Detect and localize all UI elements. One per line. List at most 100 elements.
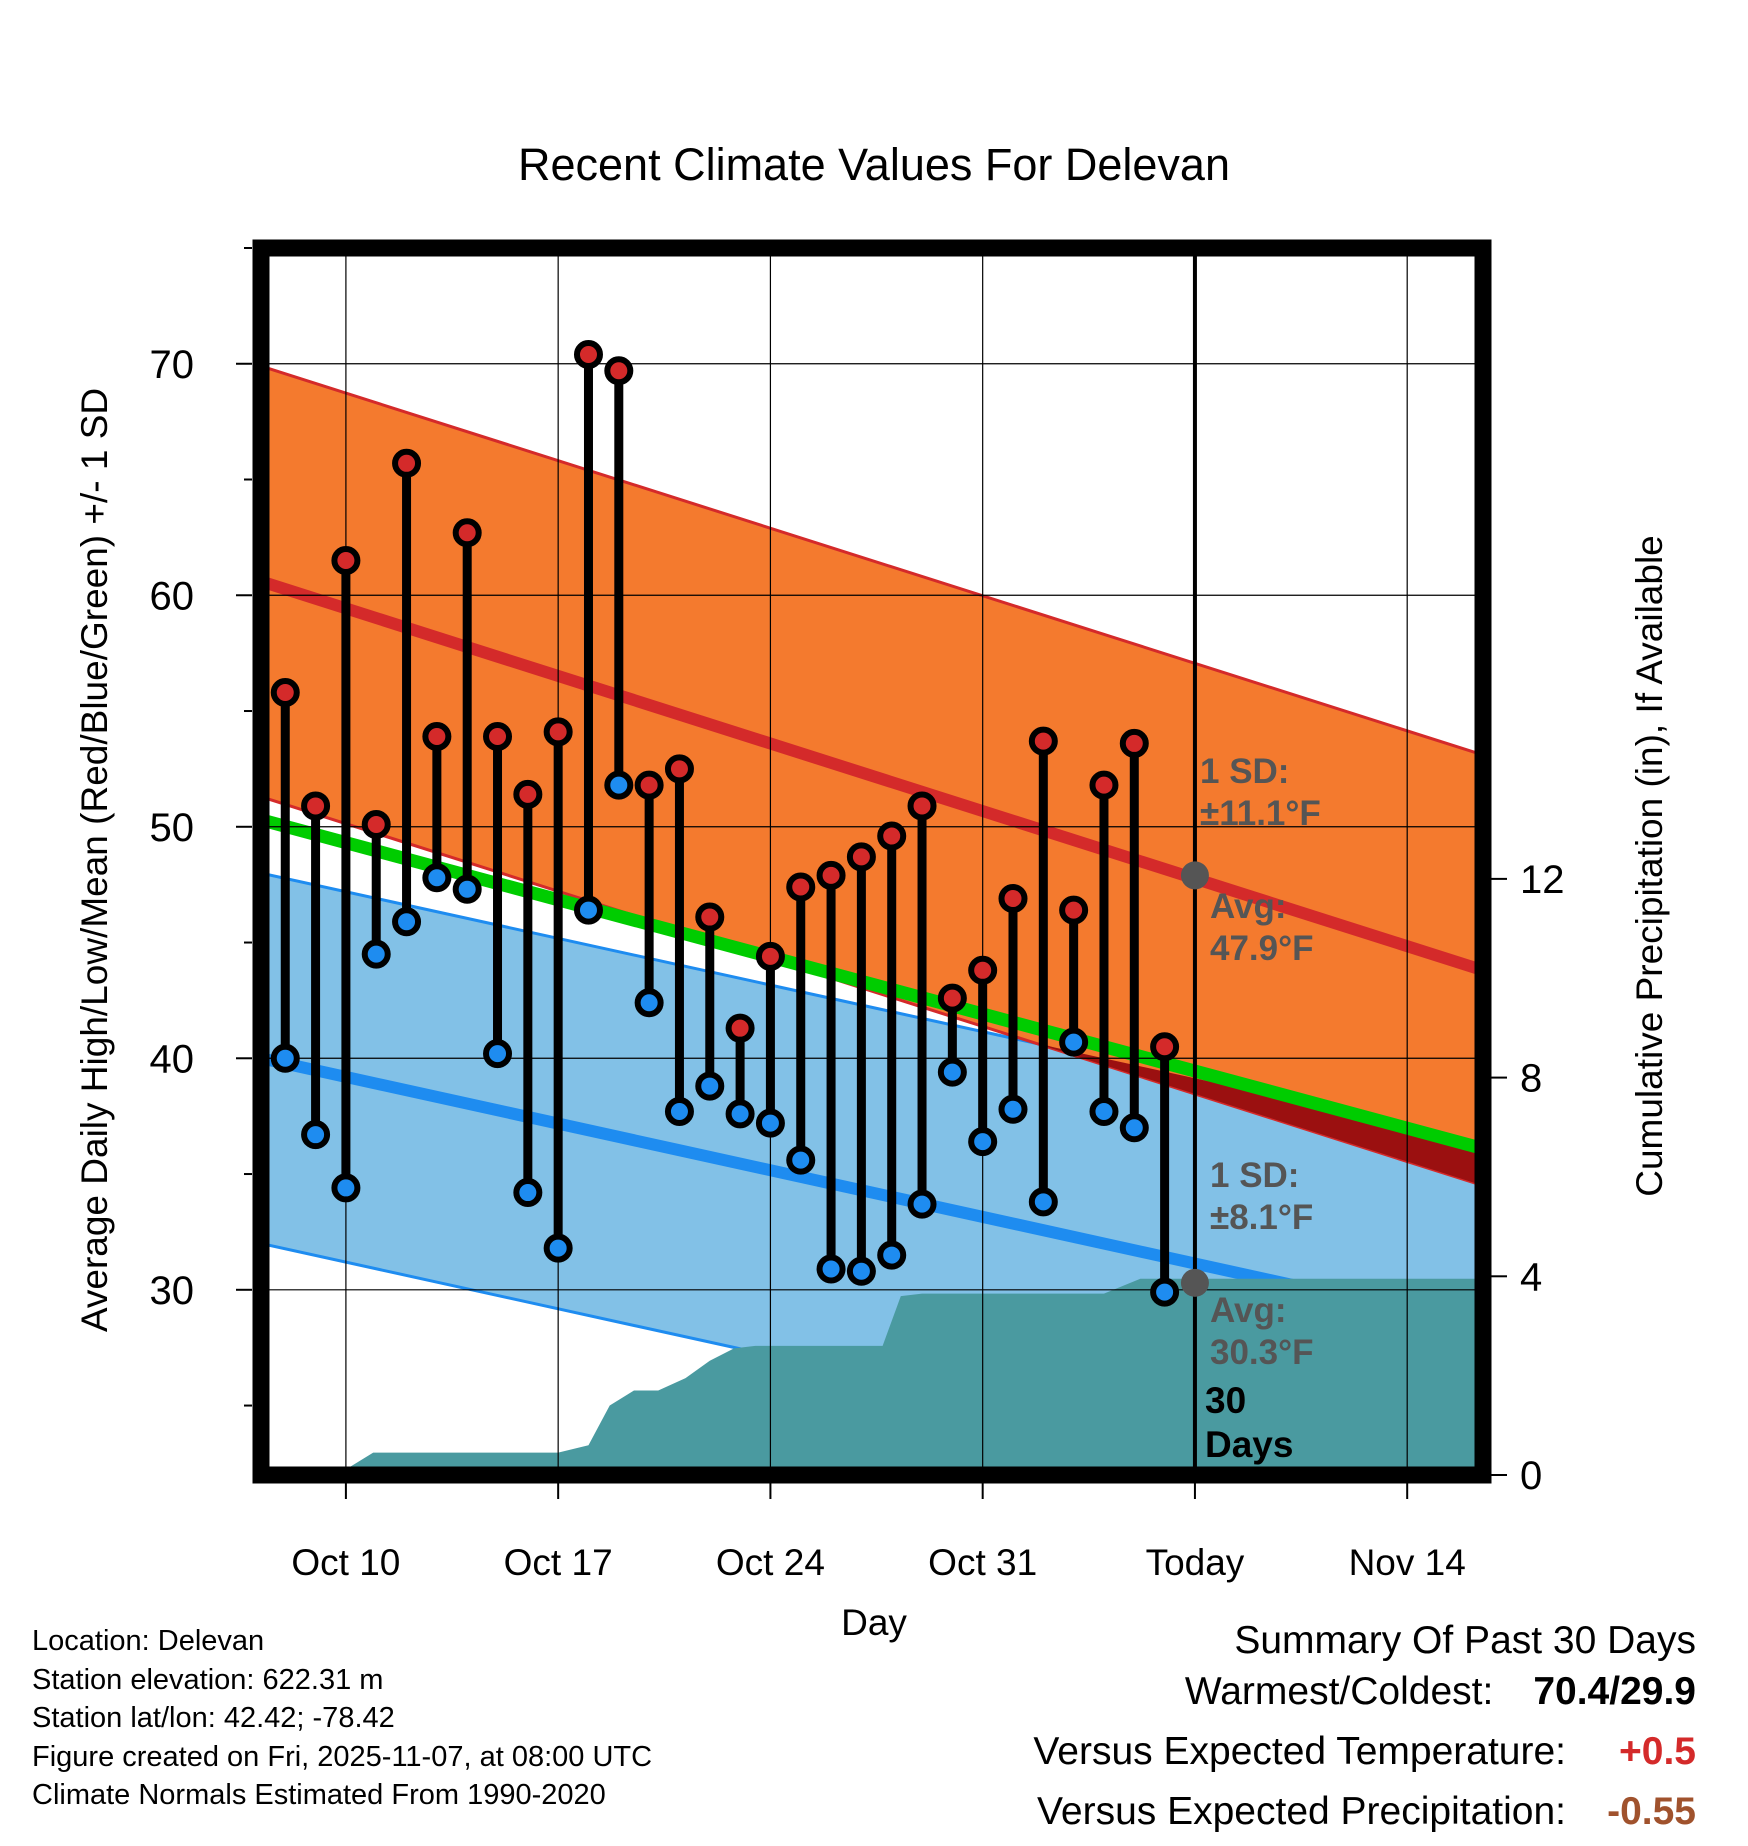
low-point — [543, 1233, 573, 1263]
chart-title: Recent Climate Values For Delevan — [518, 139, 1230, 190]
low-point — [270, 1043, 300, 1073]
low-point — [786, 1145, 816, 1175]
low-point — [573, 895, 603, 925]
high-point — [1119, 728, 1149, 758]
temp-label: Versus Expected Temperature: — [1033, 1730, 1566, 1773]
low-point — [361, 939, 391, 969]
low-point — [604, 770, 634, 800]
high-sd-annotation: 1 SD: ±11.1°F — [1200, 752, 1321, 833]
high-point — [907, 791, 937, 821]
low-avg-annotation-line: Avg: — [1210, 1291, 1286, 1330]
y-tick-label-left: 50 — [150, 806, 195, 850]
low-point — [877, 1240, 907, 1270]
plot-frame — [252, 239, 1492, 1484]
high-point — [664, 754, 694, 784]
y-tick-label-right: 0 — [1520, 1454, 1542, 1498]
x-tick-label: Nov 14 — [1349, 1542, 1466, 1583]
high-avg-annotation-line: Avg: — [1210, 887, 1286, 926]
elevation-text: Station elevation: 622.31 m — [32, 1663, 384, 1696]
y-axis-right-label: Cumulative Precipitation (in), If Availa… — [1629, 535, 1670, 1197]
days-annotation-line: Days — [1205, 1424, 1293, 1465]
high-point — [786, 872, 816, 902]
low-sd-annotation-line: 1 SD: — [1210, 1156, 1299, 1195]
today-low-marker — [1180, 1268, 1209, 1297]
y-tick-label-right: 12 — [1520, 858, 1565, 902]
days-annotation: 30 Days — [1205, 1380, 1293, 1465]
low-point — [422, 863, 452, 893]
latlon-text: Station lat/lon: 42.42; -78.42 — [32, 1702, 395, 1734]
low-sd-annotation: 1 SD: ±8.1°F — [1210, 1156, 1313, 1237]
low-point — [1089, 1097, 1119, 1127]
location-text: Location: Delevan — [32, 1625, 265, 1657]
low-point — [1119, 1113, 1149, 1143]
low-point — [907, 1189, 937, 1219]
low-point — [634, 988, 664, 1018]
warm-cold-label: Warmest/Coldest: — [1184, 1670, 1494, 1713]
high-point — [877, 821, 907, 851]
low-avg-annotation-line: 30.3°F — [1210, 1333, 1314, 1372]
x-axis-label: Day — [841, 1602, 907, 1643]
low-point — [513, 1178, 543, 1208]
plot-area — [261, 364, 1483, 1475]
high-point — [513, 779, 543, 809]
high-point — [968, 955, 998, 985]
low-point — [695, 1071, 725, 1101]
high-point — [846, 842, 876, 872]
summary-precipitation: Versus Expected Precipitation: -0.55 — [1033, 1786, 1696, 1846]
high-point — [543, 717, 573, 747]
high-point — [1150, 1032, 1180, 1062]
y-tick-label-right: 4 — [1520, 1255, 1542, 1299]
warm-cold-value: 70.4/29.9 — [1533, 1670, 1696, 1713]
high-sd-annotation-line: 1 SD: — [1200, 752, 1289, 791]
high-point — [634, 770, 664, 800]
created-text: Figure created on Fri, 2025-11-07, at 08… — [32, 1740, 653, 1773]
high-point — [604, 356, 634, 386]
low-point — [725, 1099, 755, 1129]
high-point — [483, 721, 513, 751]
x-tick-label: Oct 17 — [504, 1542, 613, 1583]
high-sd-annotation-line: ±11.1°F — [1200, 794, 1321, 833]
station-info: Location: Delevan Station elevation: 622… — [32, 1622, 652, 1815]
y-tick-label-left: 70 — [150, 343, 195, 387]
high-point — [270, 677, 300, 707]
low-point — [301, 1120, 331, 1150]
high-point — [301, 791, 331, 821]
high-point — [1089, 770, 1119, 800]
low-point — [1059, 1027, 1089, 1057]
high-point — [361, 809, 391, 839]
y-axis-left-label: Average Daily High/Low/Mean (Red/Blue/Gr… — [74, 388, 115, 1332]
overlap-region — [1036, 1043, 1483, 1186]
low-point — [968, 1127, 998, 1157]
low-point — [1150, 1277, 1180, 1307]
low-point — [1028, 1187, 1058, 1217]
low-point — [846, 1256, 876, 1286]
x-tick-label: Oct 31 — [928, 1542, 1037, 1583]
axes: Oct 10 Oct 17 Oct 24 Oct 31 Today Nov 1430405… — [150, 247, 1565, 1583]
low-point — [937, 1057, 967, 1087]
low-sd-annotation-line: ±8.1°F — [1210, 1198, 1313, 1237]
high-point — [452, 518, 482, 548]
summary-panel: Summary Of Past 30 Days Warmest/Coldest:… — [1033, 1616, 1696, 1846]
days-annotation-line: 30 — [1205, 1380, 1246, 1421]
high-point — [937, 983, 967, 1013]
precip-value: -0.55 — [1607, 1790, 1696, 1833]
summary-heading: Summary Of Past 30 Days — [1234, 1619, 1696, 1662]
high-avg-annotation-line: 47.9°F — [1210, 929, 1314, 968]
x-tick-label: Today — [1146, 1542, 1245, 1583]
high-point — [331, 546, 361, 576]
high-point — [816, 860, 846, 890]
high-point — [573, 339, 603, 369]
y-tick-label-right: 8 — [1520, 1057, 1542, 1101]
data-marks — [270, 339, 1209, 1307]
low-point — [664, 1097, 694, 1127]
high-point — [422, 721, 452, 751]
precipitation-area — [336, 1278, 1483, 1475]
summary-warm-cold: Warmest/Coldest: 70.4/29.9 — [1033, 1666, 1696, 1726]
x-tick-label: Oct 24 — [716, 1542, 825, 1583]
high-point — [1059, 895, 1089, 925]
high-point — [755, 941, 785, 971]
summary-temperature: Versus Expected Temperature: +0.5 — [1033, 1726, 1696, 1786]
high-point — [1028, 726, 1058, 756]
high-point — [392, 448, 422, 478]
